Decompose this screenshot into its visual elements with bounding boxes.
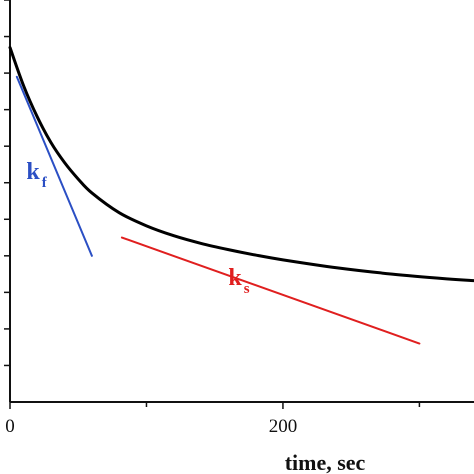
x-tick-label: 0	[5, 416, 15, 437]
series-layer	[8, 46, 474, 345]
decay-curve	[8, 46, 474, 283]
x-tick-label: 200	[269, 416, 298, 437]
x-axis-label: time, sec	[285, 450, 366, 474]
kf-tangent-line	[15, 75, 93, 257]
ks-tangent-line	[120, 236, 421, 345]
labels-layer: k f k s	[26, 159, 249, 297]
axes: 0 200	[4, 0, 474, 437]
